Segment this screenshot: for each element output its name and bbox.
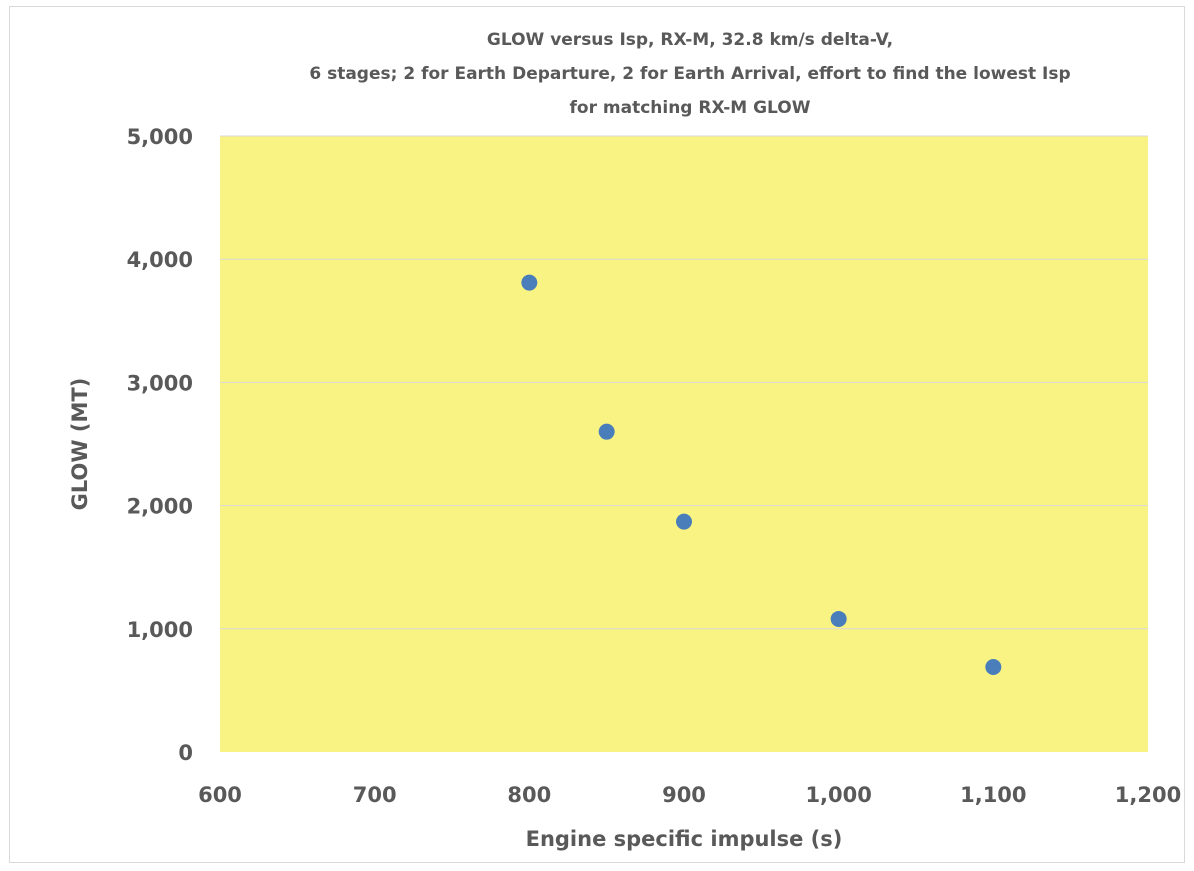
x-axis-ticks: 600 700 800 900 1,000 1,100 1,200 xyxy=(198,783,1181,807)
x-tick-label: 1,000 xyxy=(805,783,871,807)
chart-title-line-1: GLOW versus Isp, RX-M, 32.8 km/s delta-V… xyxy=(487,30,893,50)
y-tick-label: 4,000 xyxy=(127,248,193,272)
y-tick-label: 1,000 xyxy=(127,618,193,642)
y-tick-label: 0 xyxy=(178,741,193,765)
x-tick-label: 800 xyxy=(507,783,551,807)
data-points xyxy=(521,274,1002,675)
y-axis-title: GLOW (MT) xyxy=(68,378,92,511)
x-tick-label: 1,100 xyxy=(960,783,1026,807)
x-tick-label: 900 xyxy=(662,783,706,807)
x-tick-label: 700 xyxy=(353,783,397,807)
data-point-2 xyxy=(676,513,692,530)
x-tick-label: 600 xyxy=(198,783,242,807)
chart-title-line-2: 6 stages; 2 for Earth Departure, 2 for E… xyxy=(309,64,1070,84)
plot-area xyxy=(220,136,1148,752)
chart-title: GLOW versus Isp, RX-M, 32.8 km/s delta-V… xyxy=(309,30,1070,118)
gridlines xyxy=(220,135,1148,630)
y-tick-label: 5,000 xyxy=(127,125,193,149)
data-point-4 xyxy=(985,658,1002,675)
y-tick-label: 2,000 xyxy=(127,495,193,519)
y-tick-label: 3,000 xyxy=(127,371,193,395)
y-axis-ticks: 0 1,000 2,000 3,000 4,000 5,000 xyxy=(127,125,193,765)
data-point-0 xyxy=(521,274,538,291)
x-axis-title: Engine specific impulse (s) xyxy=(526,827,843,851)
chart-title-line-3: for matching RX-M GLOW xyxy=(570,98,811,118)
data-point-1 xyxy=(598,423,615,440)
x-tick-label: 1,200 xyxy=(1115,783,1181,807)
data-point-3 xyxy=(830,610,847,627)
